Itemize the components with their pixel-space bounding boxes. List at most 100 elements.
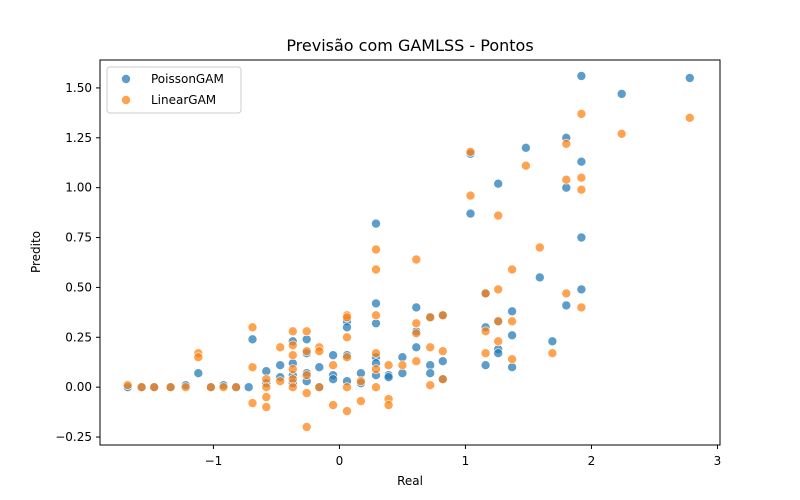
data-point <box>206 382 216 393</box>
data-point <box>507 354 517 365</box>
data-point <box>437 310 448 321</box>
x-tick-label: −1 <box>205 454 223 468</box>
data-point <box>247 362 258 373</box>
data-point <box>437 374 448 385</box>
data-point <box>437 346 448 357</box>
data-point <box>411 356 422 367</box>
data-point <box>425 312 436 323</box>
y-axis-label: Predito <box>29 231 43 273</box>
data-point <box>371 348 381 359</box>
data-point <box>301 370 312 381</box>
data-point <box>261 374 272 385</box>
data-point <box>287 340 298 351</box>
data-point <box>493 336 504 347</box>
data-point <box>493 284 504 295</box>
data-point <box>371 310 381 321</box>
x-axis: −1 0 1 2 3 <box>205 445 722 468</box>
data-point <box>425 342 436 353</box>
data-point <box>425 368 436 379</box>
data-point <box>314 362 325 373</box>
data-point <box>371 318 381 329</box>
data-point <box>301 334 312 345</box>
data-point <box>493 210 504 221</box>
data-point <box>561 174 572 185</box>
data-point <box>507 330 517 341</box>
data-point <box>301 326 312 337</box>
chart-title: Previsão com GAMLSS - Pontos <box>286 36 533 55</box>
data-point <box>371 264 381 275</box>
data-point <box>247 398 258 408</box>
data-point <box>425 380 436 391</box>
data-point <box>576 232 587 243</box>
data-point <box>616 89 627 99</box>
data-point <box>261 402 272 412</box>
data-point <box>397 352 408 363</box>
data-point <box>371 244 381 255</box>
data-point <box>287 326 298 337</box>
data-point <box>383 400 394 410</box>
y-tick-label: 0.25 <box>65 330 92 344</box>
data-point <box>397 368 408 379</box>
data-point <box>411 302 422 313</box>
data-point <box>301 422 312 432</box>
data-point <box>411 342 422 353</box>
data-point <box>534 242 545 253</box>
data-point <box>684 113 695 123</box>
data-point <box>180 382 191 393</box>
plot-frame <box>99 59 721 446</box>
data-point <box>328 374 338 385</box>
data-point <box>576 156 587 167</box>
data-point <box>275 360 286 371</box>
data-point <box>684 73 695 83</box>
legend-label-poissongam: PoissonGAM <box>151 72 224 86</box>
legend: PoissonGAM LinearGAM <box>106 66 242 114</box>
legend-marker-lineargam <box>121 95 131 105</box>
data-point <box>576 284 587 295</box>
data-point <box>480 360 491 371</box>
data-point <box>287 382 298 393</box>
data-point <box>275 342 286 353</box>
data-point <box>465 190 476 201</box>
data-point <box>411 318 422 329</box>
data-point <box>480 348 491 359</box>
data-point <box>342 352 352 363</box>
legend-marker-poissongam <box>121 74 131 84</box>
data-point <box>247 322 258 333</box>
series-poissongam <box>122 71 695 393</box>
x-tick-label: 3 <box>714 454 722 468</box>
data-point <box>411 328 422 339</box>
data-point <box>314 382 325 393</box>
data-point <box>547 348 558 359</box>
data-point <box>371 364 381 375</box>
data-point <box>218 382 229 393</box>
data-point <box>576 71 587 81</box>
data-point <box>507 264 517 275</box>
data-point <box>342 312 352 323</box>
data-point <box>521 160 531 171</box>
data-point <box>371 382 381 393</box>
x-axis-label: Real <box>397 474 423 488</box>
data-point <box>247 334 258 345</box>
data-point <box>465 208 476 219</box>
data-point <box>480 288 491 299</box>
data-point <box>165 382 176 393</box>
data-point <box>371 298 381 309</box>
data-point <box>122 380 133 391</box>
x-tick-label: 0 <box>336 454 344 468</box>
y-tick-label: 1.50 <box>65 81 92 95</box>
data-point <box>561 288 572 299</box>
series-lineargam <box>122 109 695 432</box>
data-point <box>561 300 572 311</box>
data-point <box>576 302 587 313</box>
data-point <box>547 336 558 347</box>
data-point <box>287 364 298 375</box>
data-point <box>371 218 381 229</box>
y-tick-label: 0.75 <box>65 231 92 245</box>
legend-label-lineargam: LinearGAM <box>151 93 216 107</box>
data-point <box>507 362 517 373</box>
data-point <box>136 382 147 393</box>
points-layer <box>122 71 695 432</box>
data-point <box>356 396 366 406</box>
data-point <box>261 382 272 393</box>
